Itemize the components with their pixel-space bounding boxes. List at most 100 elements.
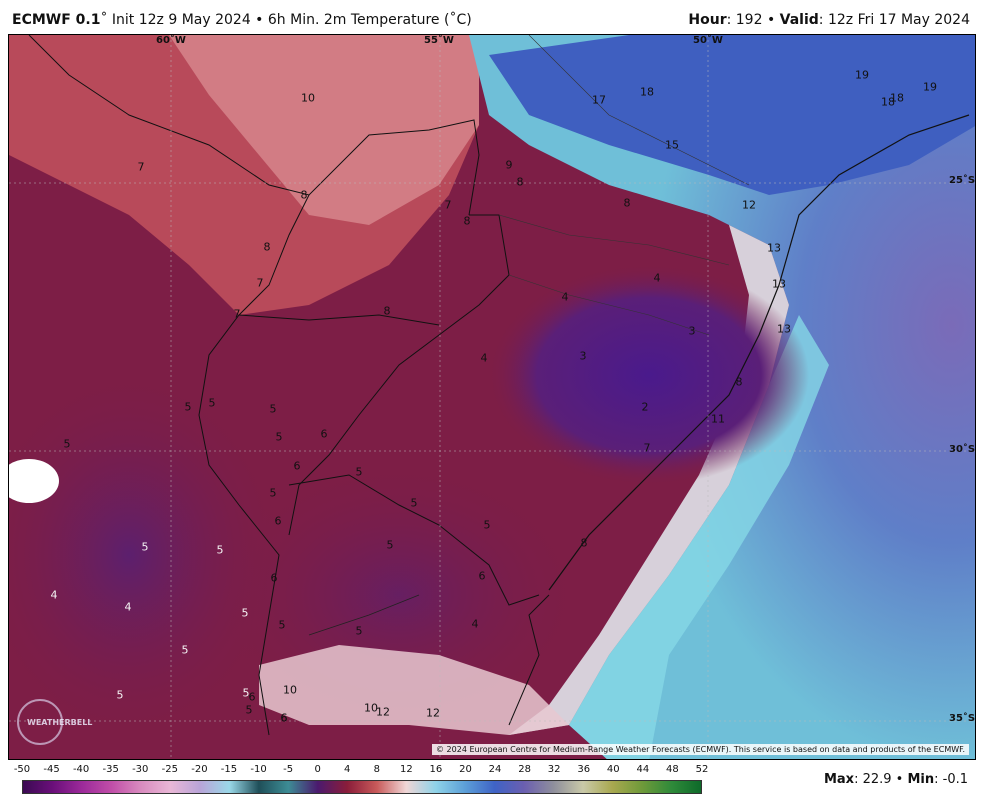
- temp-label: 4: [561, 290, 569, 304]
- color-legend: -50 -45 -40 -35 -30 -25 -20 -15 -10 -5 0 4 8 12 16 20 24…: [14, 764, 714, 804]
- max-value: : 22.9 •: [854, 772, 908, 787]
- temp-label: 6: [293, 459, 301, 473]
- temp-label: 7: [256, 276, 264, 290]
- legend-tick-label: 24: [488, 764, 502, 775]
- hour-value: : 192 •: [726, 12, 780, 28]
- temp-label: 5: [63, 437, 71, 451]
- temp-label: 8: [623, 196, 631, 210]
- legend-colorbar: [22, 780, 702, 794]
- west-cold-region: [9, 375, 279, 735]
- legend-tick-label: 40: [606, 764, 620, 775]
- legend-tick-label: -45: [43, 764, 60, 775]
- temp-label: 10: [364, 701, 378, 715]
- temp-label: 5: [242, 686, 250, 700]
- min-label: Min: [907, 772, 935, 787]
- hour-label: Hour: [688, 12, 727, 28]
- temp-label: 5: [386, 538, 394, 552]
- lake-white-spot: [9, 459, 59, 503]
- temp-label: 5: [141, 540, 149, 554]
- temp-label: 6: [248, 690, 256, 704]
- logo-text: WEATHERBELL: [27, 718, 93, 727]
- legend-tick-label: 0: [314, 764, 321, 775]
- temp-label: 5: [355, 465, 363, 479]
- temp-label: 13: [777, 322, 791, 336]
- coastal-white-band: [509, 225, 789, 735]
- north-pink-region: [169, 35, 479, 225]
- temp-label: 5: [116, 688, 124, 702]
- legend-ticks: -50 -45 -40 -35 -30 -25 -20 -15 -10 -5 0 4 8 12 16 20 24…: [14, 764, 714, 778]
- legend-tick-label: 52: [695, 764, 709, 775]
- temp-label: 18: [890, 91, 904, 105]
- legend-tick-label: 16: [429, 764, 443, 775]
- temp-label: 8: [463, 214, 471, 228]
- valid-label: Valid: [779, 12, 819, 28]
- temp-label: 5: [410, 496, 418, 510]
- legend-tick-label: 8: [373, 764, 380, 775]
- temp-label: 5: [269, 402, 277, 416]
- run-description: ˚ Init 12z 9 May 2024 • 6h Min. 2m Tempe…: [100, 12, 472, 28]
- temp-label: 5: [275, 430, 283, 444]
- cold-core-region: [489, 265, 809, 485]
- temp-label: 5: [184, 400, 192, 414]
- legend-tick-label: 12: [399, 764, 413, 775]
- temp-label: 6: [274, 514, 282, 528]
- legend-tick-label: 28: [518, 764, 531, 775]
- country-border-south: [288, 474, 540, 606]
- temp-label: 5: [483, 518, 491, 532]
- temp-label: 8: [300, 188, 308, 202]
- temp-label: 3: [688, 324, 696, 338]
- max-min-readout: Max: 22.9 • Min: -0.1: [824, 772, 968, 787]
- temp-label: 6: [478, 569, 486, 583]
- temp-label: 5: [278, 618, 286, 632]
- state-border-2: [498, 214, 730, 266]
- temp-label: 9: [505, 158, 513, 172]
- max-label: Max: [823, 772, 855, 787]
- temp-label: 5: [245, 703, 253, 717]
- weatherbell-logo: [17, 699, 63, 745]
- legend-tick-label: 36: [577, 764, 591, 775]
- legend-tick-label: -15: [220, 764, 238, 775]
- lat-label-35s: 35˚S: [949, 713, 976, 724]
- temp-label: 7: [233, 307, 241, 321]
- legend-tick-label: -35: [102, 764, 119, 775]
- temp-label: 6: [280, 711, 288, 725]
- temp-label: 4: [480, 351, 488, 365]
- legend-tick-label: -40: [72, 764, 90, 775]
- lon-label-50w: 50˚W: [693, 35, 723, 46]
- temp-label: 7: [137, 160, 145, 174]
- header-valid-time: Hour: 192 • Valid: 12z Fri 17 May 2024: [688, 12, 970, 28]
- temp-label: 18: [640, 85, 654, 99]
- temp-label: 6: [270, 571, 278, 585]
- temp-label: 18: [881, 95, 895, 109]
- legend-tick-label: -50: [13, 764, 31, 775]
- lat-label-30s: 30˚S: [949, 444, 976, 455]
- temp-label: 2: [641, 400, 649, 414]
- temp-label: 12: [426, 706, 440, 720]
- lat-label-25s: 25˚S: [949, 175, 976, 186]
- temp-label: 8: [580, 536, 588, 550]
- temp-label: 3: [579, 349, 587, 363]
- temp-label: 12: [376, 705, 390, 719]
- temp-label: 5: [355, 624, 363, 638]
- temp-label: 5: [181, 643, 189, 657]
- temp-label: 6: [280, 711, 288, 725]
- lon-label-60w: 60˚W: [156, 35, 186, 46]
- southern-pink-band: [259, 645, 569, 735]
- coastline: [548, 114, 970, 591]
- temp-label: 19: [855, 68, 869, 82]
- legend-tick-label: -5: [283, 764, 294, 775]
- temp-label: 8: [383, 304, 391, 318]
- temp-label: 12: [742, 198, 756, 212]
- temperature-map: 60˚W 55˚W 50˚W 25˚S 30˚S 35˚S 10 7 8 8 7 7 8 7 8…: [8, 34, 976, 760]
- temp-label: 4: [653, 271, 661, 285]
- ocean-region: [469, 35, 975, 759]
- legend-tick-label: 32: [547, 764, 561, 775]
- temp-label: 10: [283, 683, 297, 697]
- temp-label: 4: [50, 588, 58, 602]
- legend-tick-label: -25: [161, 764, 178, 775]
- temp-label: 8: [263, 240, 271, 254]
- temp-label: 10: [301, 91, 315, 105]
- country-border-west: [198, 194, 310, 736]
- coastline-south: [508, 594, 550, 726]
- valid-value: : 12z Fri 17 May 2024: [818, 12, 970, 28]
